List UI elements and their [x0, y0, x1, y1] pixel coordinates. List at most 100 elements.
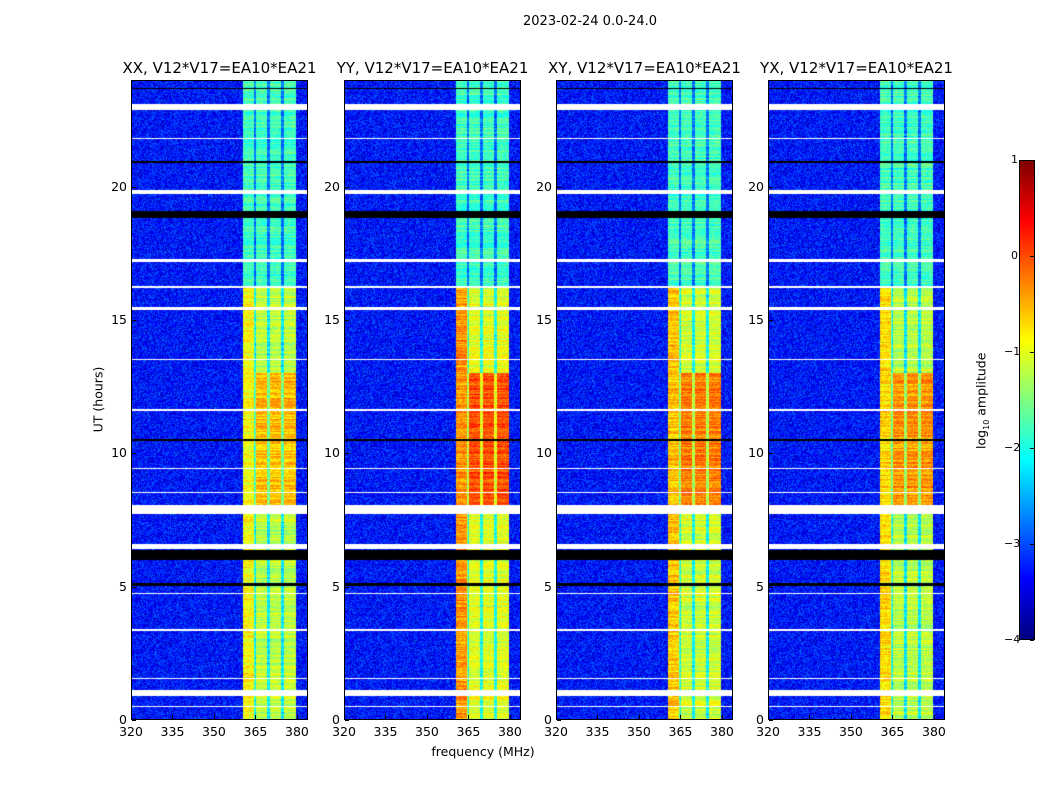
colorbar-tick-mark [1030, 448, 1034, 449]
panel-title: YX, V12*V17=EA10*EA21 [760, 59, 953, 77]
colorbar-gradient [1020, 161, 1034, 639]
x-tick-label: 335 [585, 724, 610, 739]
heatmap-image [132, 81, 307, 719]
x-axis-label: frequency (MHz) [431, 744, 535, 759]
panel-title: XX, V12*V17=EA10*EA21 [122, 59, 317, 77]
y-tick-mark [769, 720, 773, 721]
x-tick-label: 320 [756, 724, 780, 739]
heatmap-image [769, 81, 944, 719]
x-tick-label: 320 [544, 724, 568, 739]
y-tick-mark [345, 586, 349, 588]
y-tick-mark [769, 453, 773, 455]
x-tick-label: 380 [922, 724, 946, 739]
x-tick-label: 335 [797, 724, 822, 739]
x-tick-mark [768, 715, 769, 719]
y-tick-mark [132, 586, 136, 588]
panel-title: YY, V12*V17=EA10*EA21 [336, 59, 529, 77]
colorbar [1019, 160, 1035, 640]
y-tick-label: 20 [748, 178, 764, 194]
x-tick-label: 380 [285, 724, 309, 739]
x-tick-mark [809, 715, 811, 719]
y-tick-label: 0 [544, 712, 552, 727]
colorbar-tick-label: −2 [1004, 441, 1021, 454]
x-tick-label: 320 [332, 724, 356, 739]
x-tick-mark [638, 715, 640, 719]
y-tick-label: 5 [544, 578, 552, 594]
x-tick-mark [172, 715, 174, 719]
x-tick-label: 365 [668, 724, 693, 739]
x-tick-label: 380 [498, 724, 522, 739]
y-tick-mark [557, 186, 561, 188]
y-tick-mark [557, 586, 561, 588]
y-tick-mark [345, 453, 349, 455]
y-tick-label: 10 [536, 445, 552, 461]
heatmap-image [557, 81, 732, 719]
y-tick-label: 15 [111, 312, 127, 327]
x-tick-label: 350 [839, 724, 863, 739]
x-tick-mark [509, 715, 511, 719]
y-tick-mark [132, 186, 136, 188]
panel-title: XY, V12*V17=EA10*EA21 [548, 59, 741, 77]
y-tick-mark [345, 720, 349, 721]
x-tick-mark [344, 715, 345, 719]
x-tick-label: 380 [710, 724, 734, 739]
y-tick-mark [345, 320, 349, 321]
x-tick-mark [680, 715, 682, 719]
colorbar-tick-label: −4 [1004, 633, 1021, 646]
y-tick-label: 10 [324, 445, 340, 461]
x-tick-mark [385, 715, 387, 719]
x-tick-label: 365 [243, 724, 268, 739]
y-tick-label: 10 [111, 445, 127, 461]
y-tick-mark [769, 320, 773, 321]
colorbar-tick-mark [1030, 640, 1034, 641]
y-tick-label: 0 [756, 712, 764, 727]
x-tick-label: 335 [160, 724, 185, 739]
x-tick-label: 365 [456, 724, 481, 739]
y-tick-mark [132, 320, 136, 321]
colorbar-tick-label: −3 [1004, 537, 1021, 550]
y-tick-mark [769, 586, 773, 588]
colorbar-label-log: log [973, 429, 989, 449]
y-tick-label: 5 [332, 578, 340, 594]
heatmap-panel [768, 80, 945, 720]
y-tick-mark [132, 453, 136, 455]
x-tick-label: 350 [415, 724, 439, 739]
heatmap-panel [556, 80, 733, 720]
colorbar-tick-label: 1 [1011, 153, 1018, 166]
x-tick-label: 350 [202, 724, 226, 739]
y-tick-mark [557, 320, 561, 321]
y-tick-label: 5 [756, 578, 764, 594]
x-tick-mark [597, 715, 599, 719]
x-tick-mark [556, 715, 557, 719]
y-tick-label: 20 [111, 178, 127, 194]
x-tick-mark [892, 715, 894, 719]
y-tick-mark [769, 186, 773, 188]
y-tick-label: 10 [748, 445, 764, 461]
colorbar-tick-mark [1030, 160, 1034, 161]
colorbar-label: log10 amplitude [973, 341, 991, 461]
y-tick-mark [345, 186, 349, 188]
y-tick-label: 15 [748, 312, 764, 327]
x-tick-mark [721, 715, 723, 719]
x-tick-mark [213, 715, 215, 719]
y-tick-mark [557, 720, 561, 721]
y-tick-label: 20 [536, 178, 552, 194]
colorbar-tick-mark [1030, 352, 1034, 353]
colorbar-label-rest: amplitude [973, 352, 989, 420]
x-tick-mark [468, 715, 470, 719]
heatmap-panel [131, 80, 308, 720]
x-tick-mark [131, 715, 132, 719]
x-tick-mark [255, 715, 257, 719]
colorbar-tick-mark [1030, 544, 1034, 545]
y-tick-mark [132, 720, 136, 721]
colorbar-tick-label: 0 [1011, 249, 1018, 262]
colorbar-label-sub: 10 [981, 419, 991, 430]
y-tick-label: 0 [119, 712, 127, 727]
x-tick-mark [426, 715, 428, 719]
y-tick-label: 20 [324, 178, 340, 194]
heatmap-image [345, 81, 520, 719]
y-tick-label: 15 [324, 312, 340, 327]
x-tick-label: 350 [627, 724, 651, 739]
x-tick-mark [296, 715, 298, 719]
figure-title: 2023-02-24 0.0-24.0 [523, 14, 657, 29]
